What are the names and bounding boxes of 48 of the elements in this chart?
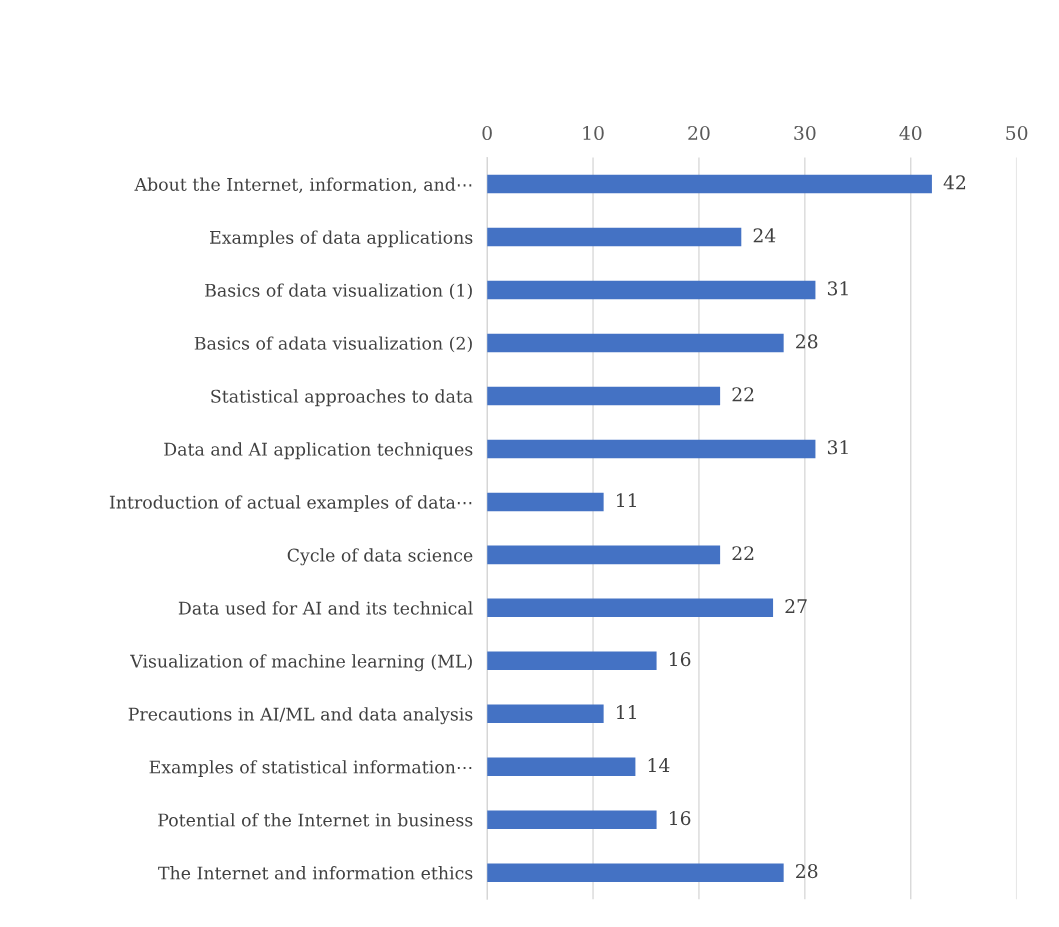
bar bbox=[487, 439, 816, 459]
x-tick-label: 0 bbox=[482, 125, 492, 141]
y-tick-label: Statistical approaches to data bbox=[211, 389, 473, 407]
y-tick-label: Basics of adata visualization (2) bbox=[194, 336, 472, 353]
bar bbox=[487, 333, 784, 353]
data-label: 16 bbox=[669, 652, 691, 667]
bar bbox=[487, 704, 604, 724]
bar bbox=[487, 386, 721, 406]
x-tick-label: 20 bbox=[688, 125, 710, 141]
bar bbox=[487, 810, 657, 829]
data-label: 22 bbox=[732, 546, 754, 561]
bar bbox=[487, 757, 636, 777]
data-label: 11 bbox=[617, 705, 636, 719]
y-tick-label: Examples of data applications bbox=[210, 230, 473, 248]
data-label: 16 bbox=[669, 810, 691, 826]
data-label: 42 bbox=[943, 175, 966, 190]
bar bbox=[487, 227, 742, 247]
bar bbox=[487, 651, 657, 671]
y-tick-label: Precautions in AI/ML and data analysis bbox=[128, 707, 473, 725]
bar bbox=[487, 863, 784, 882]
bar bbox=[487, 492, 604, 512]
y-tick-label: Cycle of data science bbox=[287, 548, 473, 566]
y-tick-label: Introduction of actual examples of data⋯ bbox=[109, 495, 472, 513]
y-tick-label: Data used for AI and its technical bbox=[178, 601, 473, 615]
bar bbox=[487, 545, 721, 565]
bar bbox=[487, 280, 816, 300]
y-tick-label: Potential of the Internet in business bbox=[158, 813, 473, 827]
x-tick-label: 30 bbox=[794, 125, 816, 141]
bar bbox=[487, 598, 774, 618]
y-tick-label: Examples of statistical information⋯ bbox=[149, 760, 472, 777]
bar bbox=[487, 174, 932, 194]
y-tick-label: About the Internet, information, and⋯ bbox=[134, 177, 472, 194]
data-label: 11 bbox=[617, 493, 636, 508]
data-label: 14 bbox=[648, 758, 670, 772]
y-tick-label: Visualization of machine learning (ML) bbox=[130, 654, 472, 672]
x-tick-label: 40 bbox=[899, 125, 922, 141]
y-tick-label: Data and AI application techniques bbox=[164, 442, 473, 460]
y-tick-label: The Internet and information ethics bbox=[158, 866, 473, 880]
data-label: 22 bbox=[732, 387, 754, 402]
data-label: 31 bbox=[827, 440, 848, 455]
data-label: 28 bbox=[796, 334, 818, 349]
data-label: 28 bbox=[796, 863, 818, 879]
data-label: 27 bbox=[785, 599, 807, 614]
y-tick-label: Basics of data visualization (1) bbox=[205, 283, 472, 300]
data-label: 24 bbox=[753, 228, 776, 243]
x-tick-label: 10 bbox=[583, 125, 604, 141]
x-tick-label: 50 bbox=[1006, 125, 1028, 141]
data-label: 31 bbox=[827, 281, 848, 296]
